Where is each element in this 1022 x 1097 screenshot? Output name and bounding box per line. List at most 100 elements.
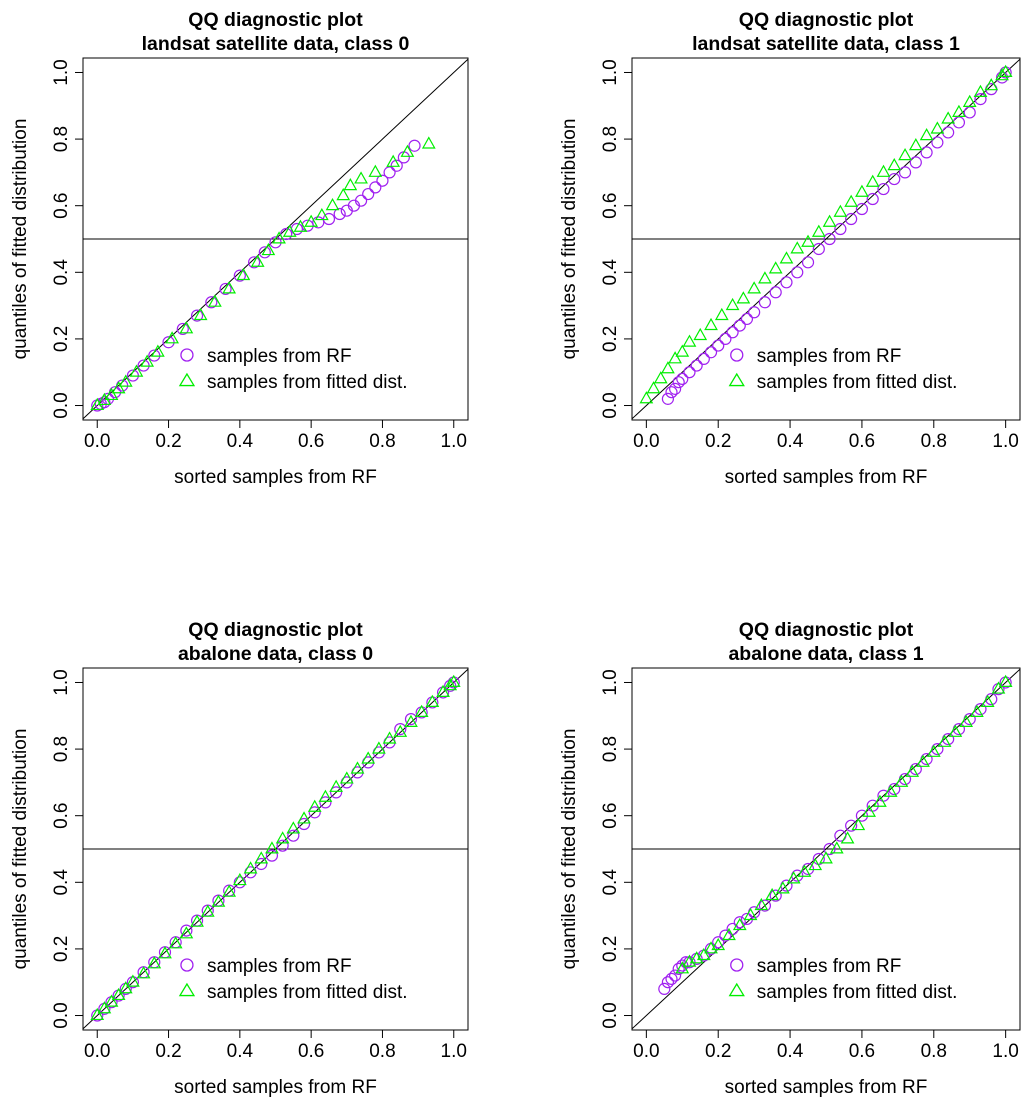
data-point (383, 166, 396, 179)
legend-circle-icon (730, 958, 744, 972)
data-point (920, 146, 933, 159)
x-axis: 0.0 0.2 0.4 0.6 0.8 1.0 sorted samples from RF (633, 1029, 1019, 1097)
x-tick-label: 0.6 (849, 1041, 875, 1062)
data-point (354, 171, 368, 184)
series-fitted-samples (90, 136, 436, 411)
chart-subtitle: landsat satellite data, class 1 (692, 33, 960, 55)
data-point (873, 794, 887, 807)
data-point (287, 829, 300, 842)
data-point (343, 177, 358, 191)
data-point (668, 969, 682, 982)
y-axis-label: quantiles of fitted distribution (10, 729, 31, 970)
data-point (372, 741, 386, 754)
x-axis-label: sorted samples from RF (174, 1077, 377, 1097)
y-tick-label: 0.2 (600, 326, 621, 352)
data-point (823, 232, 836, 246)
data-point (769, 286, 782, 299)
data-point (250, 254, 265, 267)
x-tick-label: 0.6 (849, 431, 875, 452)
legend: samples from RF samples from fitted dist. (178, 956, 408, 1003)
data-point (970, 704, 984, 717)
data-point (382, 731, 397, 744)
x-tick-label: 0.8 (921, 431, 947, 452)
data-point (168, 936, 183, 949)
legend-triangle-icon (728, 372, 745, 387)
x-tick-label: 0.4 (227, 431, 254, 452)
series-rf-samples (91, 139, 421, 412)
legend-triangle-icon (178, 982, 196, 997)
data-point (991, 681, 1006, 694)
data-point (265, 849, 279, 862)
data-point (304, 214, 319, 227)
y-tick-label: 0.2 (51, 936, 72, 962)
data-point (325, 197, 340, 211)
data-point (661, 976, 675, 989)
data-point (176, 322, 189, 336)
x-tick-label: 1.0 (992, 431, 1018, 452)
y-axis: 0.0 0.2 0.4 0.6 0.8 1.0 quantiles of fitted di… (10, 59, 84, 419)
data-point (790, 241, 805, 254)
data-point (676, 372, 689, 385)
data-point (329, 779, 343, 792)
legend-label: samples from fitted dist. (757, 982, 958, 1003)
x-tick-label: 0.2 (705, 431, 731, 452)
data-point (758, 899, 772, 912)
x-tick-label: 1.0 (441, 431, 467, 452)
data-point (104, 994, 119, 1007)
data-point (765, 887, 779, 901)
data-point (747, 281, 762, 294)
x-tick-label: 0.8 (369, 431, 395, 452)
data-point (308, 806, 321, 819)
data-point (883, 784, 898, 797)
data-point (282, 224, 297, 237)
data-point (158, 946, 172, 959)
data-point (931, 136, 944, 149)
data-point (682, 334, 697, 347)
data-point (855, 184, 869, 197)
data-point (855, 202, 869, 216)
data-point (118, 981, 133, 994)
data-point (672, 962, 685, 975)
chart-title: QQ diagnostic plot (188, 9, 363, 31)
x-axis: 0.0 0.2 0.4 0.6 0.8 1.0 sorted samples from RF (633, 419, 1019, 488)
data-point (376, 174, 389, 187)
chart-title: QQ diagnostic plot (739, 9, 914, 31)
data-point (888, 172, 901, 186)
data-point (404, 714, 418, 727)
y-tick-label: 0.4 (51, 259, 72, 286)
data-point (404, 713, 418, 726)
y-tick-label: 0.4 (600, 259, 621, 286)
series-rf-samples (658, 676, 1012, 995)
x-axis-label: sorted samples from RF (725, 467, 928, 488)
x-tick-label: 0.2 (155, 431, 181, 452)
data-point (908, 138, 923, 151)
data-point (780, 276, 793, 289)
data-point (661, 361, 675, 374)
data-point (421, 136, 436, 149)
series-fitted-samples (90, 674, 461, 1021)
data-point (436, 684, 450, 697)
data-point (350, 761, 365, 774)
legend: samples from RF samples from fitted dist. (178, 346, 408, 393)
data-point (797, 864, 812, 877)
data-point (887, 158, 902, 171)
data-point (963, 106, 976, 119)
y-tick-label: 0.6 (600, 192, 621, 218)
data-point (998, 674, 1013, 687)
data-point (233, 876, 246, 889)
data-point (754, 897, 769, 911)
data-point (275, 831, 290, 844)
data-point (236, 267, 251, 281)
data-point (190, 914, 204, 927)
x-tick-label: 0.8 (369, 1041, 395, 1062)
data-point (937, 734, 952, 747)
data-point (786, 871, 801, 884)
data-point (712, 936, 725, 949)
data-point (254, 851, 269, 864)
data-point (205, 296, 218, 309)
data-point (740, 312, 754, 326)
y-tick-label: 0.4 (51, 869, 72, 896)
data-point (243, 861, 258, 874)
